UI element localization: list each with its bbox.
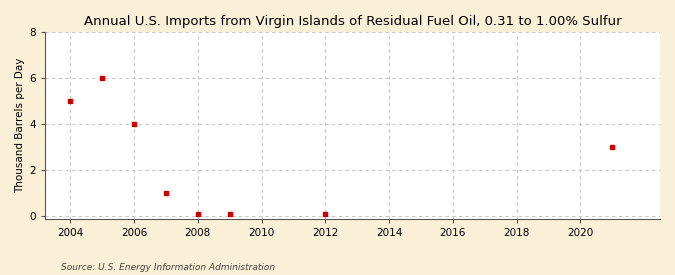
- Y-axis label: Thousand Barrels per Day: Thousand Barrels per Day: [15, 58, 25, 193]
- Title: Annual U.S. Imports from Virgin Islands of Residual Fuel Oil, 0.31 to 1.00% Sulf: Annual U.S. Imports from Virgin Islands …: [84, 15, 621, 28]
- Text: Source: U.S. Energy Information Administration: Source: U.S. Energy Information Administ…: [61, 263, 275, 272]
